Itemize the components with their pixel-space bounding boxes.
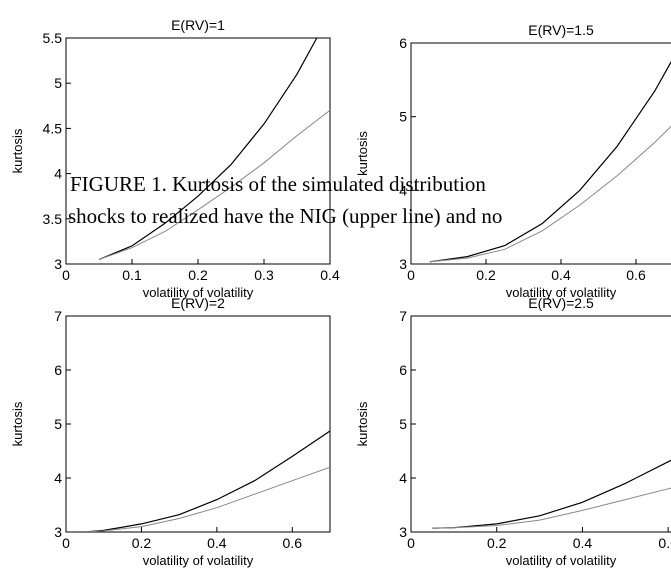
y-tick-label: 6: [54, 362, 62, 378]
y-tick-label: 5: [399, 416, 407, 432]
y-tick-label: 4: [54, 166, 62, 182]
x-axis-label: volatility of volatility: [143, 285, 254, 300]
x-tick-label: 0.4: [551, 267, 571, 283]
y-tick-label: 4: [399, 470, 407, 486]
subplot-2: E(RV)=1.5 0 0.2 0.4 0.6 3 4 5 6 volatility of vol…: [355, 22, 671, 300]
x-tick-label: 0.6: [626, 267, 646, 283]
x-tick-label: 0.2: [132, 535, 152, 551]
y-tick-label: 3.5: [43, 211, 63, 227]
y-tick-label: 5: [54, 75, 62, 91]
caption-line-1: FIGURE 1. Kurtosis of the simulated dist…: [70, 172, 486, 196]
subplot-title: E(RV)=1.5: [528, 22, 594, 38]
subplot-4: E(RV)=2.5 0 0.2 0.4 0.6 3 4 5 6 7 volatility of vo…: [355, 295, 671, 568]
subplot-title: E(RV)=2: [171, 295, 225, 311]
x-tick-label: 0: [62, 267, 70, 283]
series-line-2: [84, 466, 330, 532]
plot-frame: [65, 37, 331, 265]
series-line-1: [432, 459, 671, 529]
x-tick-label: 0: [407, 535, 415, 551]
figure-caption: FIGURE 1. Kurtosis of the simulated dist…: [68, 172, 502, 228]
y-tick-label: 4.5: [43, 120, 63, 136]
y-axis-label: kurtosis: [10, 128, 25, 173]
y-tick-label: 5: [54, 416, 62, 432]
series-line-2: [429, 125, 671, 263]
y-axis-label: kurtosis: [355, 401, 370, 446]
y-axis-label: kurtosis: [355, 131, 370, 176]
x-tick-label: 0.2: [188, 267, 208, 283]
caption-line-2: shocks to realized have the NIG (upper l…: [68, 204, 502, 228]
y-tick-label: 7: [399, 308, 407, 324]
series-line-1: [98, 38, 318, 261]
y-tick-label: 7: [54, 308, 62, 324]
y-tick-label: 6: [399, 35, 407, 51]
x-tick-label: 0: [62, 535, 70, 551]
x-tick-label: 0.4: [320, 267, 340, 283]
series-line-2: [98, 109, 330, 260]
series-line-1: [84, 430, 330, 532]
plot-frame: [410, 315, 671, 533]
x-tick-label: 0: [407, 267, 415, 283]
plot-frame: [65, 315, 331, 533]
x-tick-label: 0.4: [573, 535, 593, 551]
series-line-1: [429, 60, 671, 263]
y-axis-label: kurtosis: [10, 401, 25, 446]
x-tick-label: 0.2: [476, 267, 496, 283]
x-tick-label: 0.1: [122, 267, 142, 283]
y-tick-label: 5.5: [43, 30, 63, 46]
subplot-1: E(RV)=1 0 0.1 0.2 0.3 0.4 3 3.5 4 4.5 5 5.5 volatili…: [10, 17, 340, 300]
series-line-2: [432, 487, 671, 529]
y-tick-label: 6: [399, 362, 407, 378]
x-tick-label: 0.2: [487, 535, 507, 551]
subplot-title: E(RV)=2.5: [528, 295, 594, 311]
subplot-title: E(RV)=1: [171, 17, 225, 33]
x-axis-label: volatility of volatility: [506, 285, 617, 300]
x-tick-label: 0.6: [658, 535, 671, 551]
y-tick-label: 5: [399, 109, 407, 125]
plot-frame: [410, 42, 671, 265]
y-tick-label: 4: [399, 182, 407, 198]
y-tick-label: 3: [54, 524, 62, 540]
x-axis-label: volatility of volatility: [143, 553, 254, 568]
subplot-3: E(RV)=2 0 0.2 0.4 0.6 3 4 5 6 7 volatility of vola…: [10, 295, 331, 568]
x-axis-label: volatility of volatility: [506, 553, 617, 568]
y-tick-label: 3: [399, 256, 407, 272]
y-tick-label: 3: [54, 256, 62, 272]
y-tick-label: 3: [399, 524, 407, 540]
x-tick-label: 0.4: [207, 535, 227, 551]
x-tick-label: 0.3: [254, 267, 274, 283]
x-tick-label: 0.6: [283, 535, 303, 551]
y-tick-label: 4: [54, 470, 62, 486]
